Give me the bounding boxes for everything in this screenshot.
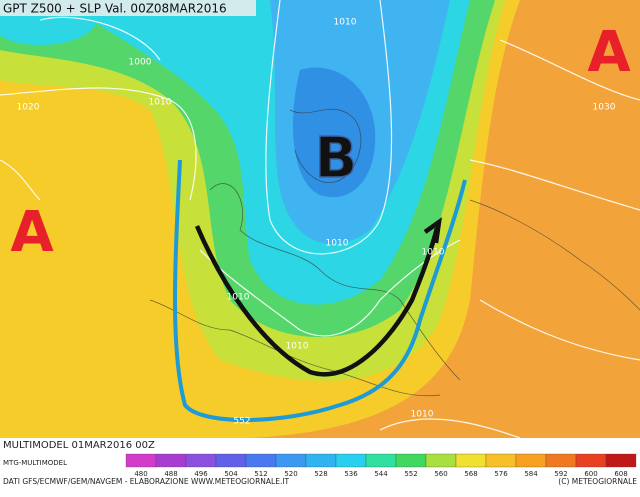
credits: DATI GFS/ECMWF/GEM/NAVGEM - ELABORAZIONE… <box>3 477 290 486</box>
legend-label: 536 <box>344 470 358 478</box>
isobar-label: 1000 <box>129 58 152 68</box>
run-label: MULTIMODEL 01MAR2016 00Z <box>3 440 155 451</box>
legend-label: 528 <box>314 470 327 478</box>
legend-label: 488 <box>164 470 177 478</box>
legend-swatch <box>515 453 547 468</box>
map-title: GPT Z500 + SLP Val. 00Z08MAR2016 <box>3 2 227 16</box>
high-label: A <box>10 200 54 265</box>
legend-swatch <box>275 453 307 468</box>
legend-swatch <box>155 453 187 468</box>
legend-swatch <box>365 453 397 468</box>
low-label: B <box>315 126 358 191</box>
isobar-label: 1010 <box>227 293 250 303</box>
isobar-label: 1020 <box>17 103 40 113</box>
legend-label: 480 <box>134 470 147 478</box>
legend-label: 608 <box>614 470 627 478</box>
legend-swatch <box>245 453 277 468</box>
legend-label: 504 <box>224 470 238 478</box>
isobar-label: 1010 <box>422 248 445 258</box>
legend-swatch <box>305 453 337 468</box>
legend-label: 600 <box>584 470 597 478</box>
copyright: (C) METEOGIORNALE <box>558 477 637 486</box>
legend-label: 592 <box>554 470 567 478</box>
isobar-label: 552 <box>233 417 250 427</box>
legend-swatch <box>455 453 487 468</box>
isobar-label: 1010 <box>326 239 349 249</box>
legend-swatch <box>485 453 517 468</box>
legend-label: 544 <box>374 470 388 478</box>
legend-swatch <box>125 453 157 468</box>
legend-label: 584 <box>524 470 538 478</box>
legend-swatch <box>605 453 637 468</box>
legend-swatch <box>545 453 577 468</box>
high-label: A <box>587 20 631 85</box>
isobar-label: 1010 <box>149 98 172 108</box>
legend-label: 576 <box>494 470 508 478</box>
legend-label: 496 <box>194 470 208 478</box>
legend-swatch <box>215 453 247 468</box>
legend-label: 560 <box>434 470 447 478</box>
legend-swatch <box>185 453 217 468</box>
legend-label: 552 <box>404 470 417 478</box>
legend-swatch <box>335 453 367 468</box>
map: A A B 1000 1010 1010 1020 1030 1010 1010 1010 10… <box>0 0 640 438</box>
model-label: MTG-MULTIMODEL <box>3 459 67 467</box>
legend-label: 512 <box>254 470 267 478</box>
legend-swatch <box>395 453 427 468</box>
legend-label: 520 <box>284 470 297 478</box>
isobar-label: 1010 <box>411 410 434 420</box>
isobar-label: 1030 <box>593 103 616 113</box>
legend-label: 568 <box>464 470 477 478</box>
isobar-label: 1010 <box>286 342 309 352</box>
legend-swatch <box>575 453 607 468</box>
isobar-label: 1010 <box>334 18 357 28</box>
legend-swatch <box>425 453 457 468</box>
